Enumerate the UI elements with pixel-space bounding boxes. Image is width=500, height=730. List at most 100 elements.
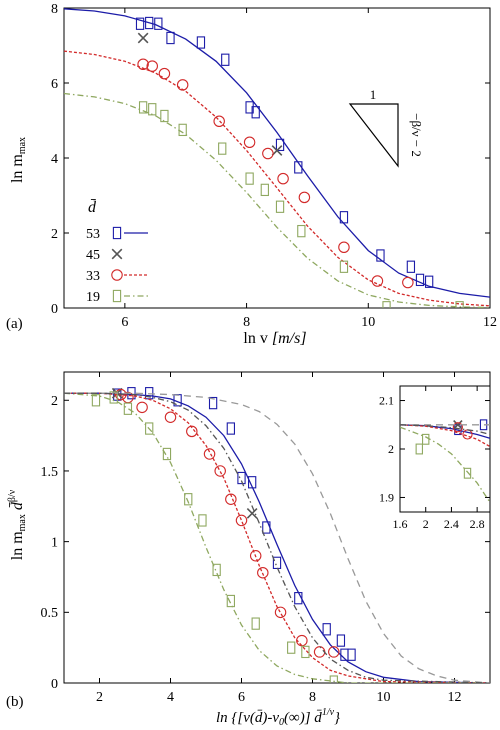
point-19: [178, 123, 187, 137]
point-19: [160, 109, 169, 123]
point-53: [166, 31, 175, 45]
point-33: [402, 276, 414, 289]
legend-label-33: 33: [86, 269, 100, 284]
inset-xtick-label: 2: [423, 517, 429, 531]
point-33: [249, 550, 262, 562]
point-53: [135, 17, 145, 30]
panel-b-ylabel: ln mmax d̄β/ν: [7, 489, 28, 560]
panel-b-plot-area: 2 4 6 8 10 12 0 0.5 1 1.5 2: [41, 371, 491, 705]
panel-a-ytick-label: 2: [51, 227, 58, 242]
point-19: [415, 443, 423, 455]
point-19: [260, 183, 269, 197]
series-line-19: [400, 426, 490, 503]
point-53: [208, 396, 218, 410]
point-33: [338, 241, 350, 254]
panel-b-ylabel-sub: max: [17, 514, 28, 531]
panel-a-legend: d̄ 53 45 33 19: [86, 199, 148, 305]
point-19: [218, 142, 227, 155]
inset-ytick-label: 2: [388, 442, 394, 456]
panel-a-ylabel: ln mmax: [9, 137, 28, 183]
point-53: [322, 623, 331, 636]
point-19: [301, 645, 310, 659]
panel-b: (b) ln mmax d̄β/ν ln {[v(d̄)-v0(∞)] d̄1/…: [6, 371, 491, 728]
point-19: [212, 563, 221, 577]
slope-label-rise: −β/ν − 2: [409, 113, 424, 157]
point-19: [226, 594, 235, 608]
point-33: [203, 448, 216, 460]
point-33: [225, 493, 237, 505]
point-53: [336, 634, 346, 647]
point-19: [145, 422, 154, 435]
point-33: [115, 388, 127, 401]
series-line-19: [64, 392, 490, 683]
point-33: [298, 191, 311, 204]
point-33: [136, 401, 148, 414]
point-33: [176, 79, 189, 91]
point-53: [245, 101, 254, 114]
point-19: [109, 391, 118, 404]
point-45: [246, 507, 258, 519]
point-53: [251, 106, 260, 119]
series-line-dashdot: [64, 392, 490, 683]
point-53: [294, 592, 303, 605]
panel-b-frame: [63, 371, 491, 684]
legend-title: d̄: [88, 199, 97, 216]
legend-label-19: 19: [86, 290, 100, 305]
point-33: [277, 172, 289, 185]
panel-b-ylabel-tail: d̄: [9, 501, 26, 510]
point-33: [213, 115, 225, 128]
point-33: [158, 67, 171, 80]
point-53: [154, 17, 163, 30]
point-19: [148, 103, 157, 116]
point-19: [329, 675, 338, 683]
panel-a-frame: [63, 7, 491, 309]
legend-marks: [111, 226, 148, 303]
panel-b-xtick-label: 6: [238, 690, 245, 705]
point-19: [339, 260, 349, 273]
panel-a-xlabel-prefix: ln v: [243, 330, 267, 347]
point-53: [376, 249, 385, 262]
panel-b-ytick-label: 2: [51, 394, 58, 409]
panel-a-ytick-label: 4: [51, 152, 58, 167]
series-line-53: [64, 8, 490, 298]
panel-b-ylabel-sup: β/ν: [7, 489, 18, 502]
point-33: [257, 566, 269, 579]
point-53: [294, 161, 303, 174]
point-53: [221, 53, 230, 66]
point-19: [422, 433, 430, 445]
point-19: [245, 172, 254, 185]
point-53: [275, 138, 285, 152]
point-53: [424, 275, 434, 288]
legend-marker-19: [112, 289, 122, 303]
point-53: [196, 36, 206, 49]
legend-label-53: 53: [86, 227, 100, 242]
panel-a-xtick-label: 10: [361, 315, 375, 330]
legend-marker-45: [111, 248, 123, 260]
panel-a-xlabel: ln v [m/s]: [243, 330, 306, 347]
panel-b-xtick-label: 2: [96, 690, 103, 705]
point-19: [184, 493, 193, 506]
panel-b-xlabel-main: ln {[v(d̄)-v: [216, 710, 279, 726]
panel-b-ytick-label: 1: [51, 536, 58, 551]
panel-b-ylabel-main: ln m: [9, 531, 26, 560]
point-33: [328, 646, 340, 658]
point-53: [145, 16, 154, 30]
panel-a-xtick-label: 6: [121, 315, 128, 330]
point-45: [271, 145, 283, 156]
panel-b-series-layer: [64, 387, 490, 683]
point-53: [262, 521, 271, 534]
point-33: [243, 136, 256, 149]
panel-a: (a) ln mmax ln v [m/s] 6 8 10 12 0 2 4 6 8 d̄ 53…: [6, 2, 497, 347]
panel-a-xtick-label: 8: [243, 315, 250, 330]
slope-triangle: 1 −β/ν − 2: [348, 87, 424, 168]
panel-b-label: (b): [6, 694, 24, 710]
panel-a-label: (a): [6, 316, 23, 332]
point-19: [91, 394, 101, 407]
point-33: [146, 60, 158, 72]
point-19: [463, 467, 472, 479]
point-33: [137, 58, 149, 70]
panel-a-series-layer: [64, 8, 490, 308]
point-33: [186, 425, 198, 438]
point-53: [248, 476, 257, 489]
